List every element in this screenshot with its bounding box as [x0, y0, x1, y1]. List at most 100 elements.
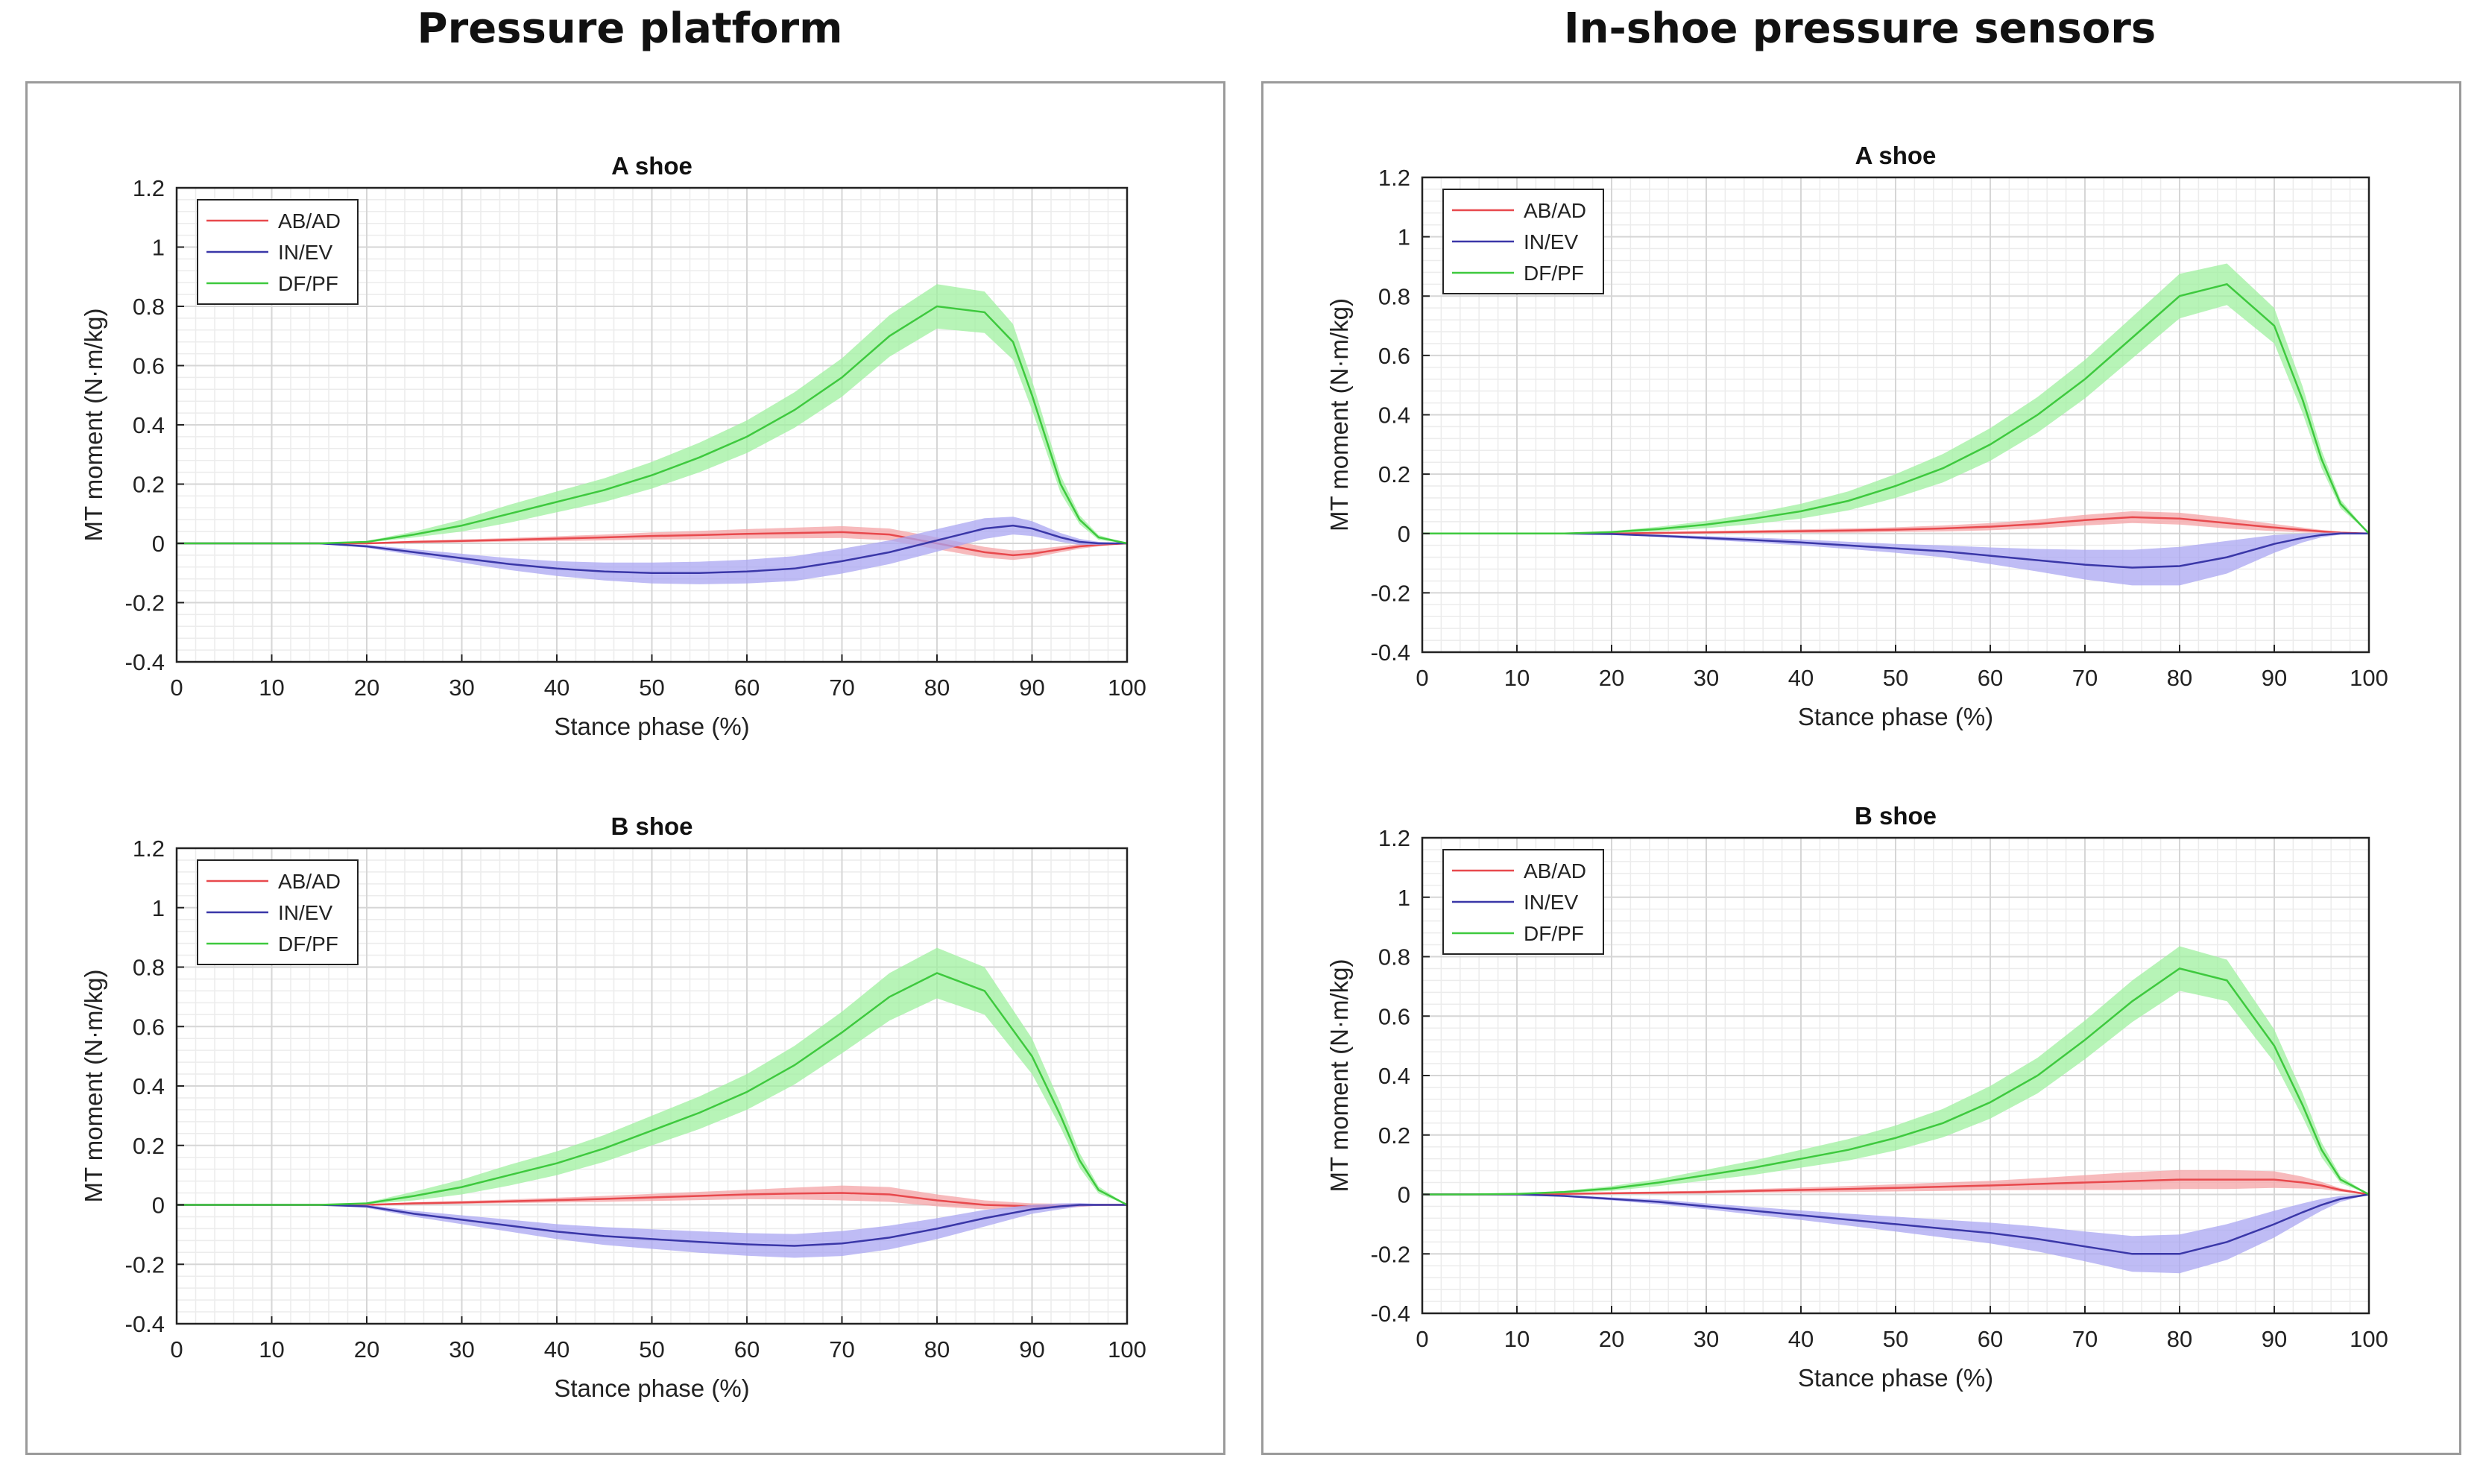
- y-tick-label: 0.2: [1378, 1123, 1410, 1149]
- legend-label: AB/AD: [278, 870, 341, 893]
- legend: AB/AD IN/EV DF/PF: [1442, 849, 1604, 955]
- y-tick-label: 0.6: [1378, 343, 1410, 369]
- x-tick-label: 80: [2167, 1326, 2192, 1352]
- x-tick-label: 70: [829, 675, 854, 701]
- chart-4: 0 10 20 30 40 50 60 70 80 90 100 -0.4 -0.2 0 0.2 0.4 0.6…: [1325, 802, 2388, 1392]
- x-tick-label: 60: [1978, 665, 2003, 691]
- x-tick-label: 50: [1883, 1326, 1908, 1352]
- series-line-ab-ad: [1422, 1178, 2370, 1196]
- y-tick-label: -0.2: [1371, 580, 1410, 606]
- x-tick-label: 40: [1788, 665, 1814, 691]
- x-axis-label: Stance phase (%): [554, 1374, 749, 1402]
- series-line-df-pf: [1422, 967, 2370, 1196]
- legend-label: IN/EV: [1524, 891, 1578, 914]
- y-tick-label: 0.8: [1378, 283, 1410, 309]
- legend-label: IN/EV: [1524, 230, 1578, 253]
- sd-band-df-pf: [1422, 946, 2369, 1195]
- x-tick-label: 30: [449, 675, 474, 701]
- series-line-df-pf: [1422, 282, 2370, 535]
- chart-title: B shoe: [1855, 802, 1937, 830]
- x-axis-label: Stance phase (%): [1798, 1364, 1993, 1392]
- y-tick-label: 0: [1398, 521, 1410, 547]
- y-tick-label: 0.4: [133, 412, 165, 438]
- x-tick-label: 10: [1504, 665, 1530, 691]
- y-tick-label: -0.2: [125, 590, 165, 616]
- x-tick-label: 70: [829, 1336, 854, 1363]
- chart-1: 0 10 20 30 40 50 60 70 80 90 100 -0.4 -0.2 0 0.2 0.4 0.6…: [80, 152, 1146, 740]
- x-tick-label: 20: [1599, 1326, 1624, 1352]
- x-tick-label: 60: [734, 675, 760, 701]
- right-section-title: In-shoe pressure sensors: [1563, 4, 2156, 53]
- legend-label: DF/PF: [1524, 262, 1584, 285]
- x-tick-label: 30: [449, 1336, 474, 1363]
- x-tick-label: 50: [639, 1336, 664, 1363]
- y-tick-label: -0.2: [125, 1251, 165, 1278]
- y-tick-label: 0.2: [133, 472, 165, 498]
- legend-label: IN/EV: [278, 901, 332, 924]
- x-tick-label: 0: [1416, 1326, 1428, 1352]
- series-line-in-ev: [1422, 1193, 2370, 1255]
- x-tick-label: 80: [2167, 665, 2192, 691]
- y-tick-label: 0.8: [133, 955, 165, 981]
- x-tick-label: 10: [1504, 1326, 1530, 1352]
- x-tick-label: 90: [2262, 1326, 2287, 1352]
- series-line-df-pf: [177, 305, 1128, 545]
- legend-label: AB/AD: [1524, 859, 1586, 882]
- chart-3: 0 10 20 30 40 50 60 70 80 90 100 -0.4 -0.2 0 0.2 0.4 0.6…: [1325, 142, 2388, 730]
- x-tick-label: 20: [354, 1336, 379, 1363]
- sd-band-in-ev: [177, 1203, 1127, 1258]
- x-tick-label: 100: [2350, 1326, 2388, 1352]
- y-tick-label: 0.2: [1378, 461, 1410, 487]
- x-tick-label: 0: [170, 1336, 183, 1363]
- series-line-ab-ad: [1422, 516, 2370, 535]
- y-tick-label: 0.6: [133, 353, 165, 379]
- legend: AB/AD IN/EV DF/PF: [1442, 189, 1604, 294]
- series-line-df-pf: [177, 972, 1128, 1206]
- y-tick-label: 0.4: [133, 1073, 165, 1099]
- x-tick-label: 40: [1788, 1326, 1814, 1352]
- x-tick-label: 90: [1019, 675, 1044, 701]
- x-tick-label: 20: [1599, 665, 1624, 691]
- legend-label: AB/AD: [1524, 199, 1586, 222]
- legend-label: DF/PF: [278, 272, 338, 295]
- x-tick-label: 60: [734, 1336, 760, 1363]
- y-tick-label: -0.4: [1371, 640, 1410, 666]
- x-tick-label: 80: [924, 675, 950, 701]
- x-tick-label: 40: [544, 675, 569, 701]
- x-tick-label: 0: [1416, 665, 1428, 691]
- y-tick-label: 0.2: [133, 1133, 165, 1159]
- y-tick-label: -0.2: [1371, 1241, 1410, 1267]
- series-line-in-ev: [1422, 532, 2369, 569]
- x-tick-label: 100: [1108, 675, 1146, 701]
- y-tick-label: 0: [152, 531, 165, 557]
- y-tick-label: 0.6: [133, 1014, 165, 1040]
- x-tick-label: 50: [1883, 665, 1908, 691]
- legend-label: AB/AD: [278, 209, 341, 233]
- y-tick-label: 1.2: [1378, 165, 1410, 191]
- x-tick-label: 30: [1694, 665, 1719, 691]
- y-tick-label: 1: [152, 235, 165, 261]
- y-tick-label: 0.4: [1378, 1063, 1410, 1089]
- y-tick-label: 1: [1398, 224, 1410, 250]
- y-tick-label: 0: [1398, 1182, 1410, 1208]
- y-tick-label: -0.4: [1371, 1301, 1410, 1327]
- y-tick-label: 1.2: [133, 175, 165, 201]
- legend: AB/AD IN/EV DF/PF: [197, 199, 359, 305]
- left-panel: [25, 81, 1225, 1455]
- y-tick-label: 1.2: [1378, 825, 1410, 851]
- y-tick-label: 1: [152, 895, 165, 921]
- sd-band-df-pf: [177, 284, 1127, 543]
- x-tick-label: 30: [1694, 1326, 1719, 1352]
- y-tick-label: 1: [1398, 885, 1410, 911]
- chart-title: B shoe: [610, 812, 692, 840]
- x-tick-label: 0: [170, 675, 183, 701]
- legend-label: IN/EV: [278, 241, 332, 264]
- x-tick-label: 70: [2072, 665, 2098, 691]
- series-line-in-ev: [177, 1204, 1127, 1247]
- sd-band-in-ev: [177, 517, 1127, 584]
- x-tick-label: 70: [2072, 1326, 2098, 1352]
- x-tick-label: 90: [2262, 665, 2287, 691]
- x-axis-label: Stance phase (%): [1798, 703, 1993, 730]
- legend: AB/AD IN/EV DF/PF: [197, 859, 359, 965]
- x-tick-label: 90: [1019, 1336, 1044, 1363]
